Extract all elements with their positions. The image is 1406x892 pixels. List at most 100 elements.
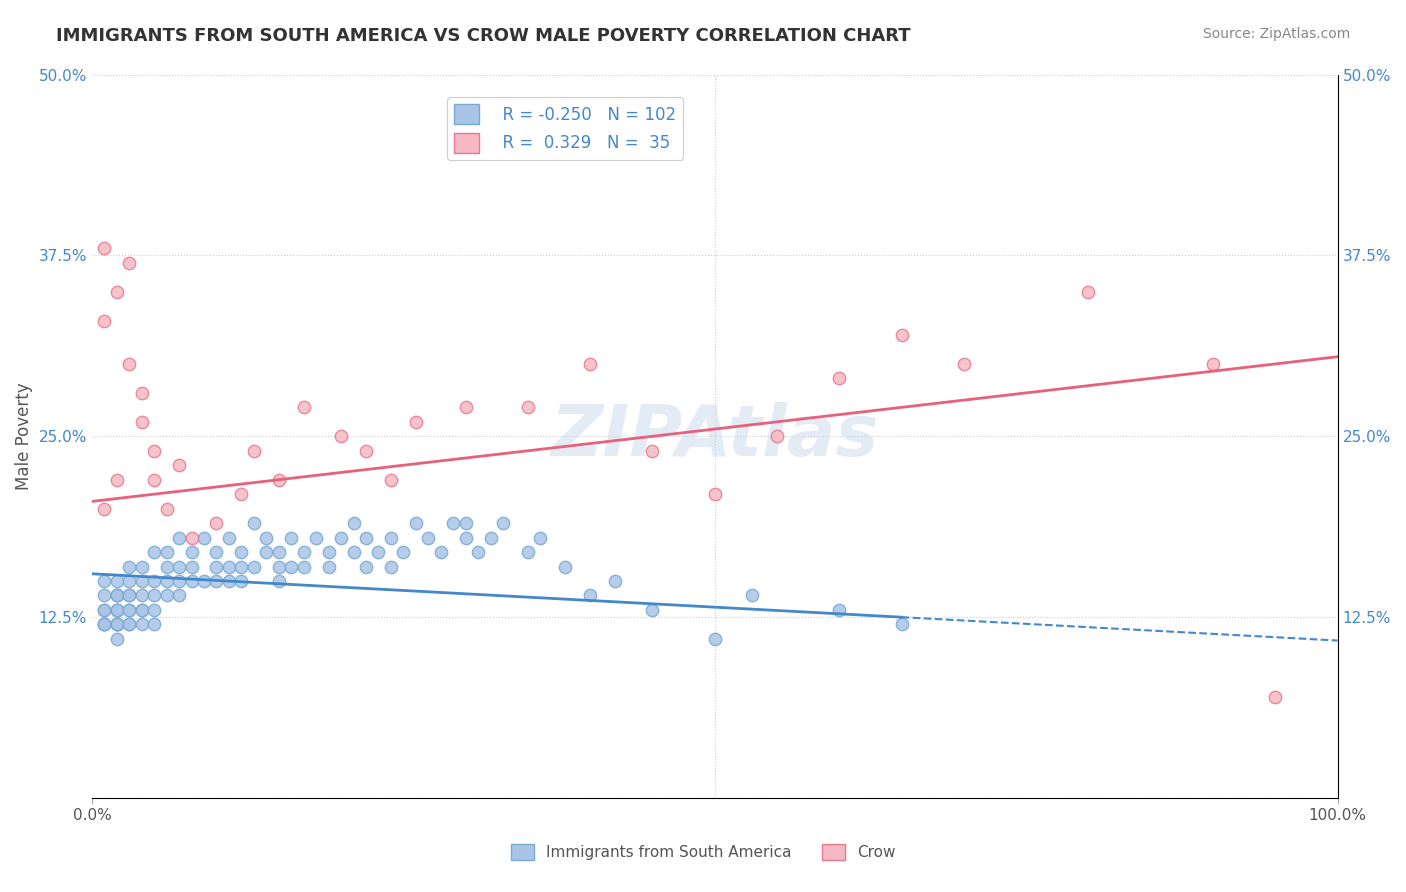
Point xyxy=(292,559,315,574)
Point xyxy=(118,603,141,617)
Point xyxy=(105,617,128,632)
Point xyxy=(131,603,153,617)
Point xyxy=(741,589,763,603)
Point xyxy=(105,603,128,617)
Point xyxy=(479,531,502,545)
Point xyxy=(105,285,128,299)
Text: ZIPAtlas: ZIPAtlas xyxy=(551,401,879,471)
Point xyxy=(342,516,364,530)
Point xyxy=(118,559,141,574)
Point xyxy=(167,458,190,473)
Point xyxy=(143,473,166,487)
Point xyxy=(156,545,179,559)
Point xyxy=(205,516,228,530)
Point xyxy=(267,545,290,559)
Point xyxy=(118,617,141,632)
Point xyxy=(93,617,115,632)
Point xyxy=(1202,357,1225,371)
Point xyxy=(292,401,315,415)
Point xyxy=(93,603,115,617)
Point xyxy=(218,531,240,545)
Point xyxy=(143,545,166,559)
Point xyxy=(218,574,240,588)
Point xyxy=(143,617,166,632)
Point xyxy=(342,545,364,559)
Point xyxy=(441,516,464,530)
Point xyxy=(156,574,179,588)
Point xyxy=(953,357,976,371)
Point xyxy=(828,603,851,617)
Point xyxy=(429,545,451,559)
Point xyxy=(143,443,166,458)
Point xyxy=(380,473,402,487)
Point xyxy=(105,589,128,603)
Point xyxy=(267,559,290,574)
Point xyxy=(131,415,153,429)
Point xyxy=(330,429,353,443)
Point xyxy=(492,516,515,530)
Point xyxy=(156,589,179,603)
Point xyxy=(118,617,141,632)
Point xyxy=(579,589,602,603)
Point xyxy=(180,545,202,559)
Point xyxy=(467,545,489,559)
Point xyxy=(603,574,626,588)
Point xyxy=(305,531,328,545)
Point xyxy=(529,531,551,545)
Point xyxy=(118,589,141,603)
Point xyxy=(1077,285,1099,299)
Point xyxy=(156,501,179,516)
Point xyxy=(254,531,277,545)
Point xyxy=(454,516,477,530)
Point xyxy=(105,589,128,603)
Point xyxy=(180,559,202,574)
Point xyxy=(205,545,228,559)
Point xyxy=(280,531,302,545)
Point xyxy=(105,617,128,632)
Point xyxy=(354,531,377,545)
Point xyxy=(167,574,190,588)
Point xyxy=(392,545,415,559)
Point xyxy=(330,531,353,545)
Point xyxy=(193,574,215,588)
Point xyxy=(105,632,128,646)
Point xyxy=(641,443,664,458)
Y-axis label: Male Poverty: Male Poverty xyxy=(15,383,32,490)
Point xyxy=(93,501,115,516)
Point xyxy=(454,401,477,415)
Point xyxy=(243,443,266,458)
Point xyxy=(93,589,115,603)
Point xyxy=(118,357,141,371)
Point xyxy=(318,559,340,574)
Point xyxy=(180,574,202,588)
Point xyxy=(105,603,128,617)
Point xyxy=(890,617,912,632)
Point xyxy=(1264,690,1286,704)
Point xyxy=(180,531,202,545)
Point xyxy=(380,531,402,545)
Point xyxy=(131,617,153,632)
Point xyxy=(93,241,115,255)
Point xyxy=(231,559,253,574)
Point xyxy=(167,589,190,603)
Legend:   R = -0.250   N = 102,   R =  0.329   N =  35: R = -0.250 N = 102, R = 0.329 N = 35 xyxy=(447,97,683,160)
Point xyxy=(231,487,253,501)
Point xyxy=(454,531,477,545)
Point xyxy=(131,603,153,617)
Point xyxy=(218,559,240,574)
Point xyxy=(105,574,128,588)
Point xyxy=(890,328,912,343)
Text: IMMIGRANTS FROM SOUTH AMERICA VS CROW MALE POVERTY CORRELATION CHART: IMMIGRANTS FROM SOUTH AMERICA VS CROW MA… xyxy=(56,27,911,45)
Point xyxy=(105,473,128,487)
Point xyxy=(105,617,128,632)
Point xyxy=(93,603,115,617)
Point xyxy=(292,545,315,559)
Point xyxy=(243,516,266,530)
Point xyxy=(131,385,153,400)
Point xyxy=(354,559,377,574)
Point xyxy=(205,559,228,574)
Point xyxy=(105,589,128,603)
Point xyxy=(579,357,602,371)
Point xyxy=(641,603,664,617)
Point xyxy=(118,589,141,603)
